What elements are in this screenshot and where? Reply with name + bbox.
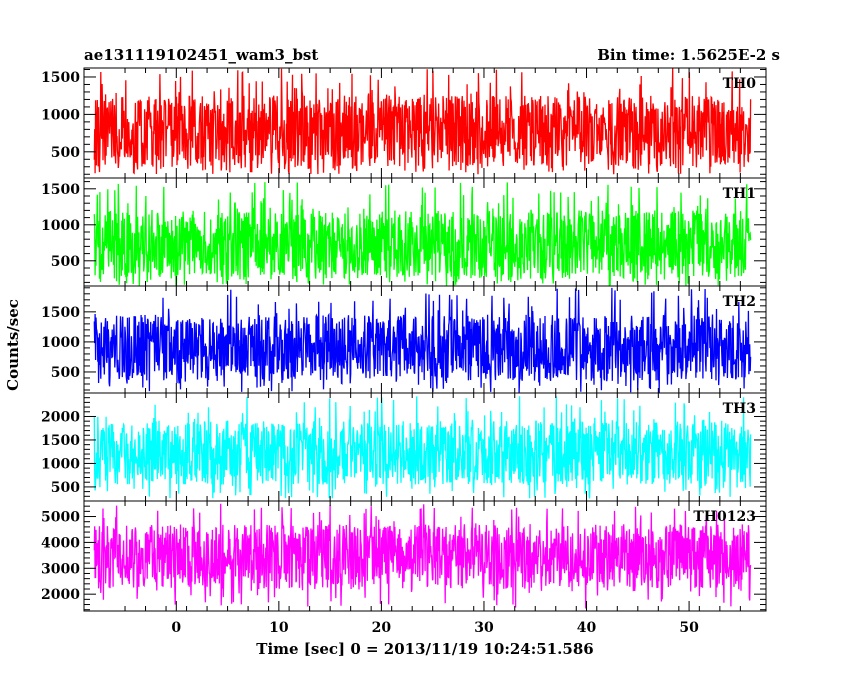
- y-tick-label: 1500: [41, 182, 80, 198]
- panel-th0: 500 1000 1500 TH0: [41, 67, 767, 179]
- panel-frame: [83, 500, 767, 612]
- bin-time-label: Bin time: 1.5625E-2 s: [597, 46, 780, 64]
- panel-th3: 500 1000 1500 2000 TH3: [41, 392, 767, 502]
- plot-title: ae131119102451_wam3_bst: [84, 46, 318, 64]
- x-tick-label: 30: [474, 620, 494, 636]
- y-tick-label: 1000: [41, 456, 80, 472]
- x-tick-label: 50: [679, 620, 699, 636]
- x-tick-label: 0: [171, 620, 181, 636]
- y-tick-label: 500: [51, 480, 80, 496]
- series-line-th3: [93, 396, 752, 499]
- panel-label-th1: TH1: [723, 186, 756, 202]
- panels-group: 500 1000 1500 TH0 500 1000 1500 TH1 500 1000 1500 T…: [41, 67, 767, 612]
- y-tick-label: 1500: [41, 305, 80, 321]
- panel-label-th2: TH2: [723, 294, 756, 310]
- y-tick-label: 1500: [41, 433, 80, 449]
- panel-th1: 500 1000 1500 TH1: [41, 177, 767, 287]
- panel-th2: 500 1000 1500 TH2: [41, 285, 767, 394]
- y-axis-title: Counts/sec: [4, 299, 22, 391]
- y-tick-label: 1000: [41, 335, 80, 351]
- panel-label-th0: TH0: [723, 76, 757, 92]
- y-tick-label: 2000: [41, 409, 80, 425]
- x-tick-label: 10: [269, 620, 289, 636]
- y-tick-label: 1000: [41, 218, 80, 234]
- panel-label-th0123: TH0123: [693, 509, 756, 525]
- y-tick-label: 1500: [41, 70, 80, 86]
- y-tick-label: 5000: [41, 510, 80, 526]
- x-axis: 0 10 20 30 40 50: [171, 620, 699, 636]
- x-tick-label: 40: [577, 620, 597, 636]
- y-tick-label: 500: [51, 254, 80, 270]
- y-tick-label: 1000: [41, 107, 80, 123]
- x-axis-title: Time [sec] 0 = 2013/11/19 10:24:51.586: [256, 640, 593, 658]
- panel-label-th3: TH3: [723, 401, 756, 417]
- series-line-th1: [93, 182, 752, 286]
- y-tick-label: 3000: [41, 561, 80, 577]
- panel-th0123: 2000 3000 4000 5000 TH0123: [41, 500, 767, 612]
- series-line-th0: [93, 68, 752, 175]
- y-tick-label: 2000: [41, 587, 80, 603]
- y-tick-label: 500: [51, 365, 80, 381]
- y-tick-label: 4000: [41, 535, 80, 551]
- series-line-th2: [93, 287, 752, 393]
- series-line-th0123: [93, 503, 752, 609]
- x-tick-label: 20: [372, 620, 392, 636]
- y-tick-label: 500: [51, 145, 80, 161]
